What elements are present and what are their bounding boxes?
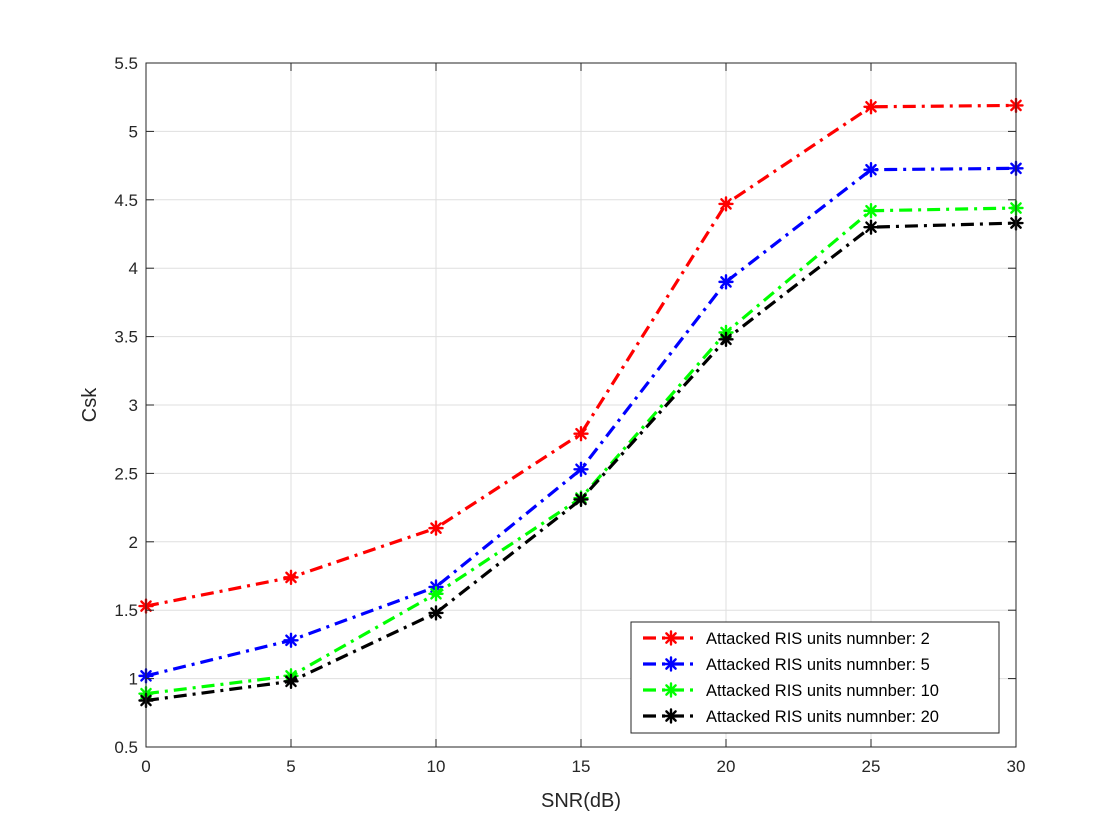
data-point bbox=[718, 274, 734, 290]
y-tick-label: 4.5 bbox=[114, 191, 138, 210]
data-point bbox=[573, 461, 589, 477]
y-tick-label: 0.5 bbox=[114, 738, 138, 757]
data-point bbox=[283, 569, 299, 586]
y-tick-label: 2 bbox=[129, 533, 138, 552]
data-point bbox=[663, 630, 679, 646]
legend-label: Attacked RIS units numnber: 2 bbox=[706, 630, 930, 648]
legend-label: Attacked RIS units numnber: 10 bbox=[706, 682, 939, 700]
x-tick-label: 15 bbox=[572, 757, 591, 776]
y-tick-label: 3 bbox=[129, 396, 138, 415]
x-tick-label: 10 bbox=[427, 757, 446, 776]
x-tick-label: 20 bbox=[717, 757, 736, 776]
y-tick-label: 1 bbox=[129, 670, 138, 689]
data-point bbox=[718, 196, 734, 212]
legend-label: Attacked RIS units numnber: 5 bbox=[706, 656, 930, 674]
y-tick-label: 5.5 bbox=[114, 54, 138, 73]
y-tick-label: 5 bbox=[129, 122, 138, 141]
data-point bbox=[863, 162, 879, 178]
data-point bbox=[283, 673, 299, 690]
data-point bbox=[573, 426, 589, 442]
x-tick-label: 0 bbox=[141, 757, 150, 776]
data-point bbox=[573, 491, 589, 508]
data-point bbox=[663, 708, 679, 724]
y-tick-label: 4 bbox=[129, 259, 138, 278]
x-tick-label: 25 bbox=[862, 757, 881, 776]
data-point bbox=[428, 520, 444, 536]
y-tick-label: 3.5 bbox=[114, 328, 138, 347]
legend-item: Attacked RIS units numnber: 5 bbox=[643, 656, 930, 674]
legend: Attacked RIS units numnber: 2 Attacked RI… bbox=[630, 621, 1000, 734]
x-axis-label: SNR(dB) bbox=[541, 790, 621, 812]
legend-label: Attacked RIS units numnber: 20 bbox=[706, 708, 939, 726]
x-tick-label: 5 bbox=[286, 757, 295, 776]
data-point bbox=[428, 605, 444, 621]
y-tick-label: 2.5 bbox=[114, 464, 138, 483]
data-point bbox=[863, 203, 879, 219]
data-point bbox=[663, 656, 679, 672]
legend-item: Attacked RIS units numnber: 2 bbox=[643, 630, 930, 648]
y-axis-label: Csk bbox=[79, 387, 101, 422]
data-point bbox=[428, 586, 444, 602]
legend-item: Attacked RIS units numnber: 10 bbox=[643, 682, 939, 700]
legend-item: Attacked RIS units numnber: 20 bbox=[643, 708, 939, 726]
data-point bbox=[718, 331, 734, 348]
y-tick-label: 1.5 bbox=[114, 601, 138, 620]
data-point bbox=[863, 99, 879, 115]
data-point bbox=[663, 682, 679, 698]
data-point bbox=[283, 632, 299, 648]
x-tick-label: 30 bbox=[1007, 757, 1026, 776]
data-point bbox=[863, 219, 879, 235]
ticks: 0 5 10 15 20 25 30 0.5 1 1.5 2 2.5 3 3.5 4 4.5 5 5.5 bbox=[114, 54, 1025, 776]
